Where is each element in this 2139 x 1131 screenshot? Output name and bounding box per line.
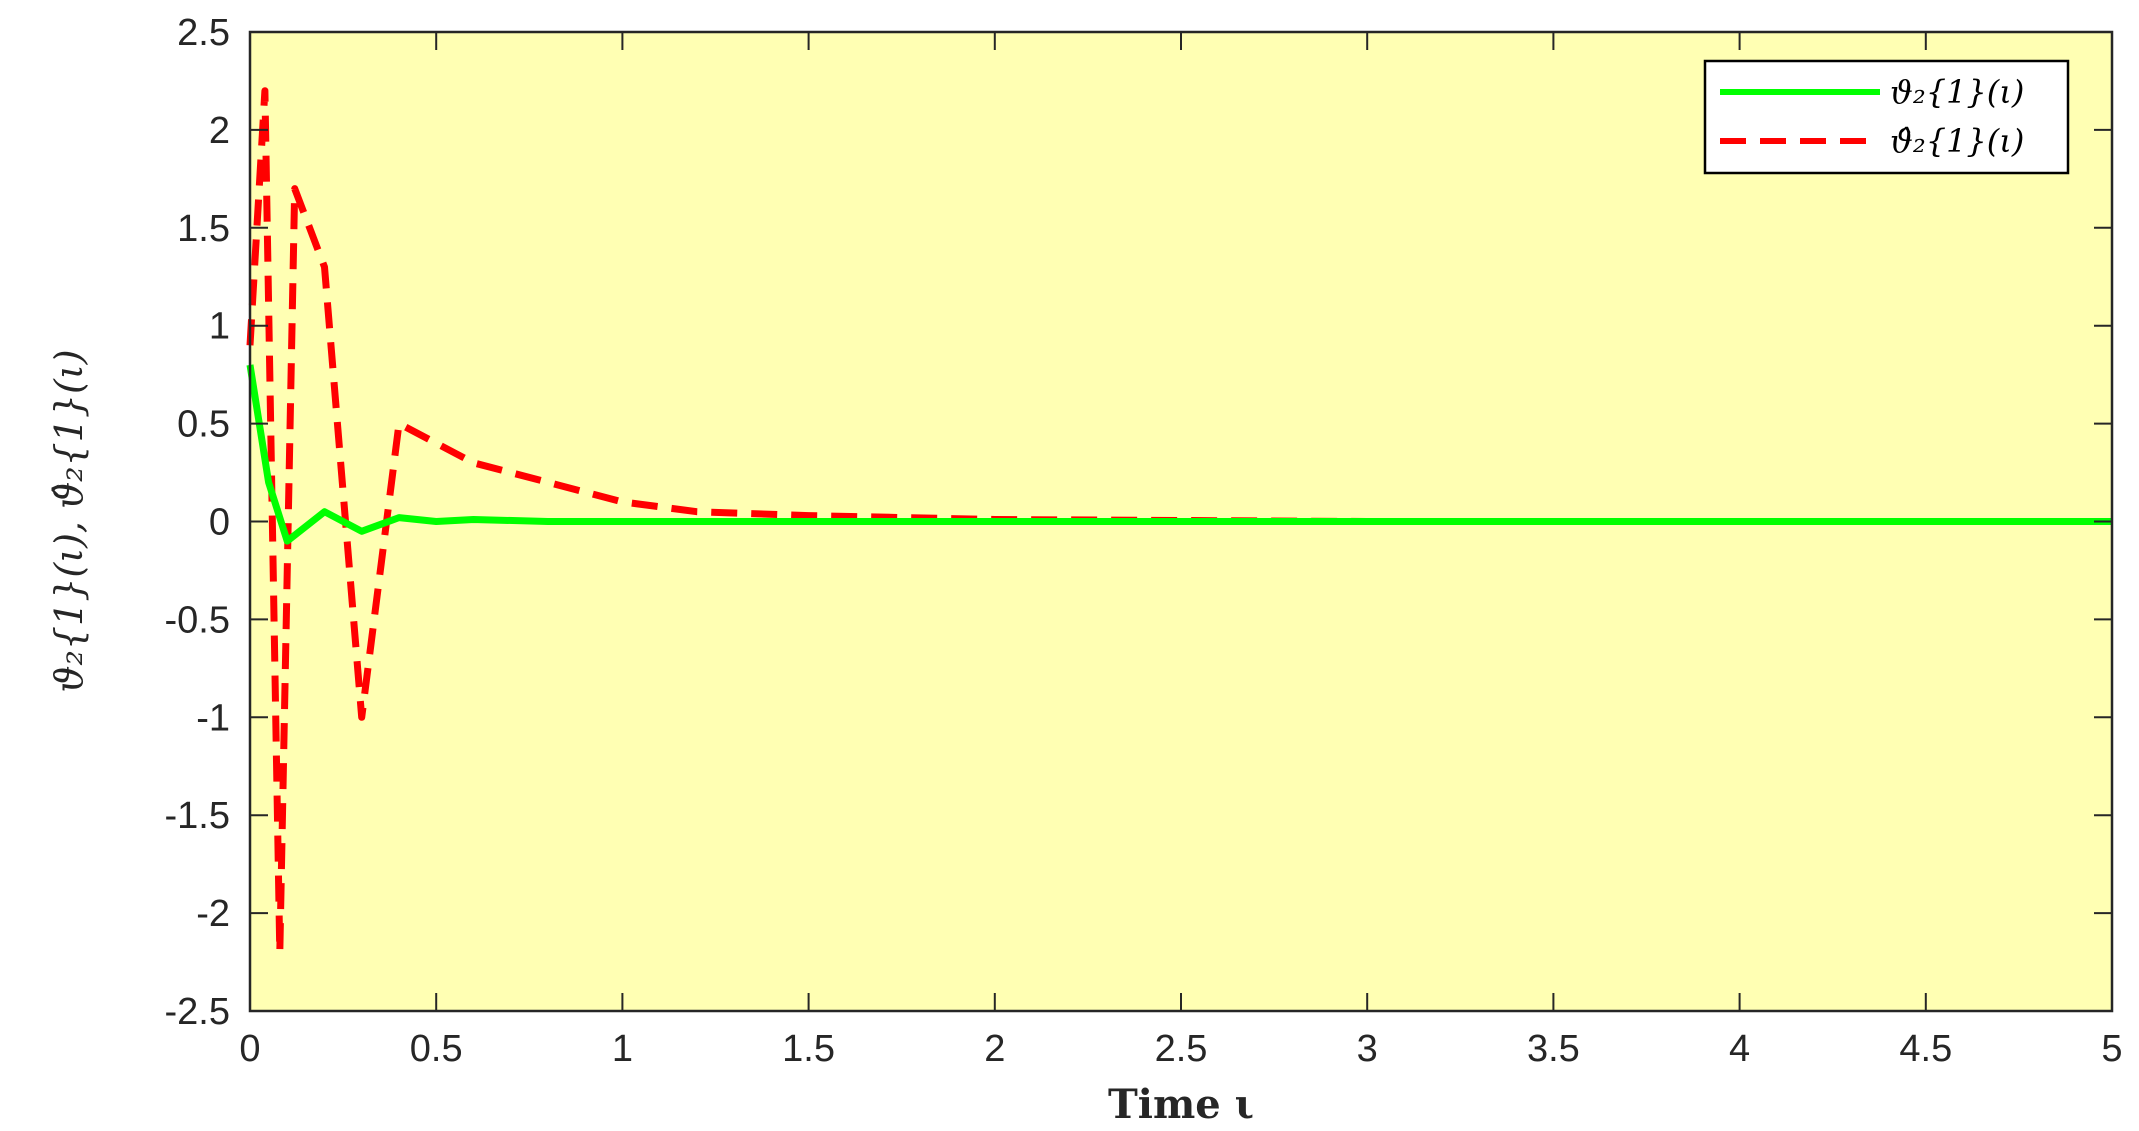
legend-label-1: ϑ₂{1}(ι) [1890,73,2024,111]
x-tick-label: 1 [612,1028,633,1070]
legend-box [1703,59,2070,175]
x-tick-label: 1.5 [782,1028,835,1070]
x-tick-label: 0.5 [410,1028,463,1070]
y-tick-label: -1 [196,697,230,739]
y-axis-title: ϑ₂{1}(ι), ϑ̂₂{1}(ι) [47,349,91,692]
x-tick-label: 2 [984,1028,1005,1070]
y-tick-label: 0 [209,502,230,544]
x-tick-label: 4.5 [1899,1028,1952,1070]
ticks-layer: 0 0.5 1 1.5 2 2.5 3 3.5 4 4.5 5 2.5 2 1.5 1 0.5 0 -0.5 -1 -… [165,12,2123,1070]
x-tick-label: 4 [1729,1028,1750,1070]
x-tick-label: 3 [1357,1028,1378,1070]
y-tick-label: 0.5 [177,404,230,446]
y-tick-label: 2 [209,110,230,152]
series-layer [246,87,2112,956]
legend: ϑ₂{1}(ι) ϑ̂₂{1}(ι) [1703,59,2070,175]
x-tick-label: 0 [239,1028,260,1070]
y-tick-label: -2.5 [165,991,230,1033]
x-tick-label: 2.5 [1155,1028,1208,1070]
series-line-1 [246,364,2112,545]
y-tick-label: 1.5 [177,208,230,250]
x-tick-label: 5 [2101,1028,2122,1070]
x-axis-title: Time ι [1108,1081,1254,1128]
y-tick-label: 2.5 [177,12,230,54]
legend-label-2: ϑ̂₂{1}(ι) [1890,122,2024,160]
y-tick-label: -1.5 [165,795,230,837]
x-tick-label: 3.5 [1527,1028,1580,1070]
y-tick-label: 1 [209,306,230,348]
y-tick-label: -0.5 [165,599,230,641]
y-tick-label: -2 [196,893,230,935]
